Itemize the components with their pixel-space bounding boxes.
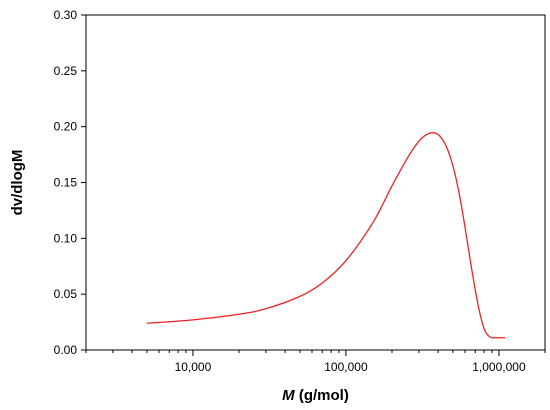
- x-axis-title-unit: (g/mol): [295, 387, 349, 404]
- x-axis-title-symbol: M: [282, 387, 295, 404]
- x-axis-title: M (g/mol): [282, 387, 349, 404]
- y-tick-label: 0.05: [54, 287, 78, 301]
- y-tick-label: 0.25: [54, 64, 78, 78]
- y-tick-label: 0.00: [54, 343, 78, 357]
- y-tick-label: 0.15: [54, 176, 78, 190]
- y-tick-label: 0.10: [54, 231, 78, 245]
- x-tick-label: 10,000: [175, 360, 212, 374]
- y-axis-title: dv/dlogM: [9, 150, 26, 216]
- x-tick-label: 1,000,000: [472, 360, 526, 374]
- series-line: [146, 132, 506, 339]
- plot-frame: [85, 14, 546, 351]
- x-axis-ticks: 10,000 100,000 1,000,000: [85, 350, 546, 374]
- y-tick-label: 0.30: [54, 8, 78, 22]
- y-axis-ticks: 0.00 0.05 0.10 0.15 0.20 0.25 0.30: [54, 8, 86, 357]
- y-tick-label: 0.20: [54, 120, 78, 134]
- x-tick-label: 100,000: [324, 360, 368, 374]
